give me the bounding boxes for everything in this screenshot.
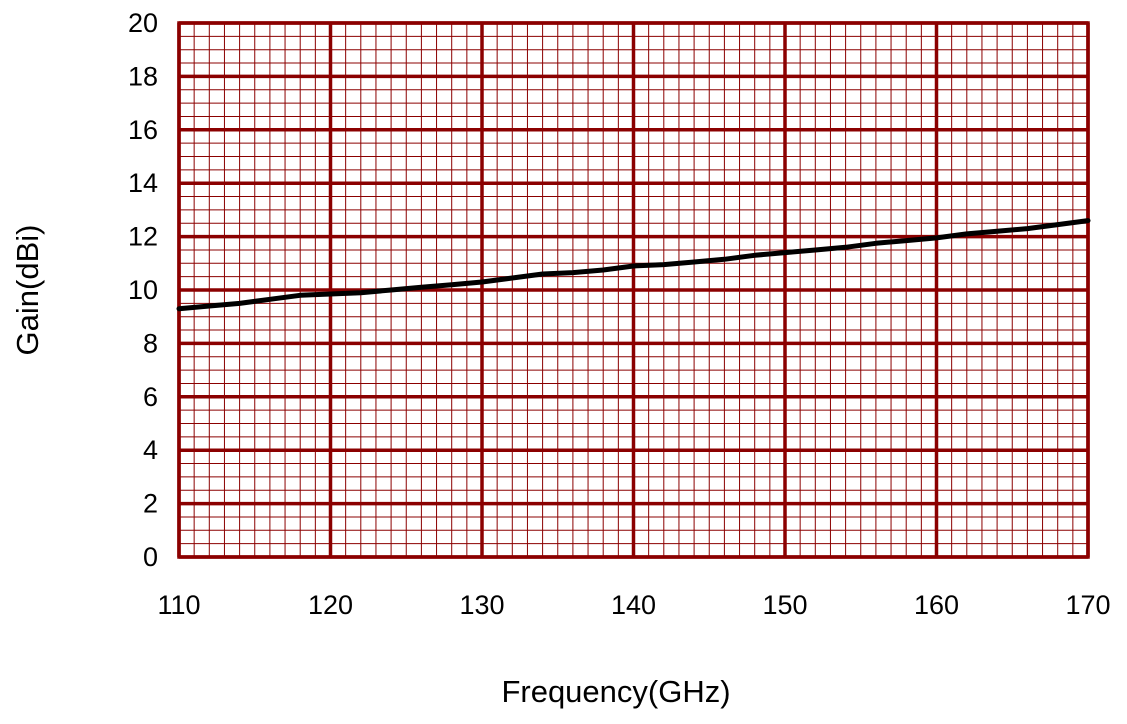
x-axis-title: Frequency(GHz) xyxy=(501,674,730,709)
x-tick-label: 140 xyxy=(611,590,656,620)
y-tick-label: 2 xyxy=(143,489,158,519)
x-tick-label: 110 xyxy=(157,590,200,620)
y-tick-label: 20 xyxy=(128,8,158,38)
y-tick-label: 4 xyxy=(143,435,158,465)
gain-series-line xyxy=(176,218,1091,312)
plot-frame xyxy=(177,21,1090,559)
major-grid xyxy=(177,21,1090,559)
x-tick-label: 130 xyxy=(459,590,504,620)
y-tick-label: 6 xyxy=(143,382,158,412)
y-tick-label: 12 xyxy=(128,222,158,252)
x-tick-label: 170 xyxy=(1065,590,1110,620)
y-tick-label: 18 xyxy=(128,61,158,91)
series-layer xyxy=(176,218,1091,312)
y-axis-title: Gain(dBi) xyxy=(10,225,45,356)
y-tick-label: 16 xyxy=(128,115,158,145)
x-tick-label: 120 xyxy=(308,590,353,620)
y-tick-label: 10 xyxy=(128,275,158,305)
y-tick-label: 8 xyxy=(143,328,158,358)
y-tick-label: 0 xyxy=(143,542,158,572)
y-tick-label: 14 xyxy=(128,168,158,198)
tick-labels: 110 120 130 140 150 160 170 0 2 4 6 8 10 12 14 16 18 20 xyxy=(128,8,1111,620)
x-tick-label: 160 xyxy=(914,590,959,620)
x-tick-label: 150 xyxy=(762,590,807,620)
